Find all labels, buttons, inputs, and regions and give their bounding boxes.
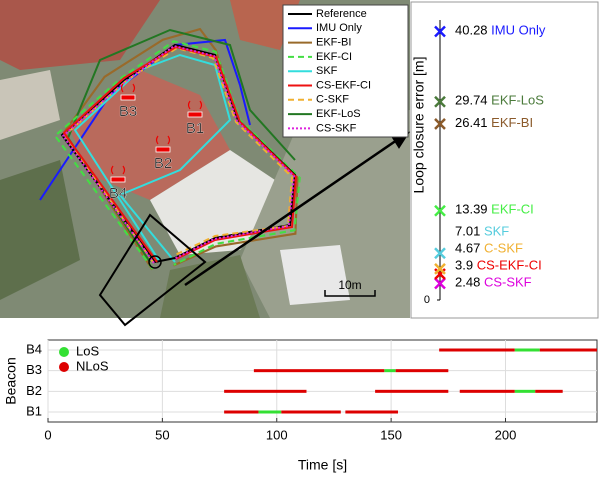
error-label: 2.48 CS-SKF	[455, 275, 532, 290]
y-axis-label: Loop closure error [m]	[411, 57, 427, 194]
scale-label: 10m	[338, 278, 361, 292]
x-axis-label: Time [s]	[298, 457, 347, 473]
x-tick-label: 50	[155, 427, 169, 442]
state-interval	[254, 369, 384, 372]
legend-dot	[59, 347, 69, 357]
legend-label: IMU Only	[316, 22, 362, 34]
state-interval	[375, 390, 448, 393]
legend-label: NLoS	[76, 358, 109, 373]
state-interval	[460, 390, 515, 393]
legend-label: C-SKF	[316, 94, 349, 106]
x-tick-label: 100	[266, 427, 288, 442]
figure: Reference IMU Only EKF-BI EKF-CI SKF CS-EKF-C…	[0, 0, 600, 481]
beacon-label: B2	[154, 155, 172, 172]
state-interval	[281, 411, 340, 414]
beacon-icon	[111, 177, 125, 182]
legend-label: CS-SKF	[316, 122, 357, 134]
error-label: 40.28 IMU Only	[455, 23, 546, 38]
beacon-label: B4	[109, 185, 127, 202]
legend-label: EKF-LoS	[316, 108, 361, 120]
beacon-label: B1	[186, 120, 204, 137]
legend-label: EKF-CI	[316, 51, 352, 63]
error-method: EKF-LoS	[491, 93, 544, 108]
state-interval	[540, 349, 597, 352]
x-tick-label: 0	[44, 427, 51, 442]
legend-label: LoS	[76, 343, 99, 358]
error-method: CS-EKF-CI	[477, 258, 542, 273]
y-tick-label: B4	[26, 341, 42, 356]
state-interval	[515, 349, 540, 352]
error-method: CS-SKF	[484, 275, 532, 290]
error-method: SKF	[484, 224, 509, 239]
legend-label: SKF	[316, 65, 338, 77]
beacon-icon	[121, 95, 135, 100]
error-value: 40.28	[455, 23, 488, 38]
state-interval	[535, 390, 562, 393]
state-interval	[258, 411, 281, 414]
y-axis-label: Beacon	[3, 357, 19, 404]
state-interval	[439, 349, 514, 352]
legend-label: EKF-BI	[316, 37, 351, 49]
beacon-icon	[188, 112, 202, 117]
error-value: 2.48	[455, 275, 480, 290]
x-tick-label: 150	[380, 427, 402, 442]
error-method: EKF-BI	[491, 115, 533, 130]
legend-label: CS-EKF-CI	[316, 79, 371, 91]
state-interval	[224, 390, 306, 393]
error-value: 4.67	[455, 241, 480, 256]
error-label: 26.41 EKF-BI	[455, 115, 533, 130]
y-tick-label: B2	[26, 383, 42, 398]
state-interval	[224, 411, 258, 414]
error-label: 13.39 EKF-CI	[455, 202, 534, 217]
legend-dot	[59, 362, 69, 372]
error-value: 26.41	[455, 115, 488, 130]
error-method: IMU Only	[491, 23, 546, 38]
error-method: C-SKF	[484, 241, 523, 256]
plot-area	[48, 340, 597, 422]
state-interval	[396, 369, 449, 372]
error-value: 29.74	[455, 93, 488, 108]
y-tick-label: B1	[26, 403, 42, 418]
error-method: EKF-CI	[491, 202, 534, 217]
x-tick-label: 200	[495, 427, 517, 442]
error-label: 3.9 CS-EKF-CI	[455, 258, 542, 273]
error-label: 29.74 EKF-LoS	[455, 93, 544, 108]
state-interval	[384, 369, 395, 372]
error-value: 7.01	[455, 224, 480, 239]
y-tick-label: 0	[424, 294, 430, 306]
error-label: 7.01 SKF	[455, 224, 509, 239]
beacon-label: B3	[119, 103, 137, 120]
state-interval	[515, 390, 536, 393]
legend-label: Reference	[316, 8, 367, 20]
error-value: 3.9	[455, 258, 473, 273]
error-label: 4.67 C-SKF	[455, 241, 523, 256]
y-tick-label: B3	[26, 362, 42, 377]
error-value: 13.39	[455, 202, 488, 217]
state-interval	[345, 411, 398, 414]
beacon-icon	[156, 147, 170, 152]
